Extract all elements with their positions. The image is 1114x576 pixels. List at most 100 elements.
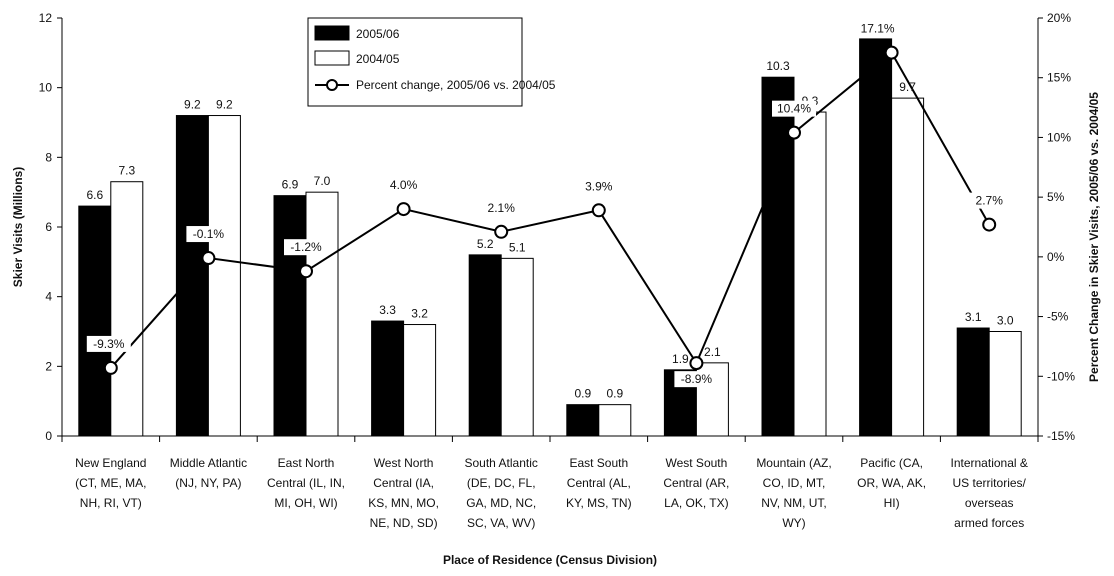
percent-label-bg xyxy=(381,177,426,194)
legend-label-2005-06: 2005/06 xyxy=(356,27,400,41)
percent-change-marker xyxy=(591,203,606,218)
percent-change-marker xyxy=(884,45,899,60)
bar-label-2004-05: 5.1 xyxy=(509,240,526,254)
bar-2004-05 xyxy=(110,181,144,437)
x-category-label: West South xyxy=(665,456,727,470)
bar-label-2005-06: 10.3 xyxy=(766,59,790,73)
bar-2005-06 xyxy=(956,327,990,437)
y-axis-title: Skier Visits (Millions) xyxy=(11,167,25,287)
bar-label-2005-06: 9.2 xyxy=(184,98,201,112)
x-category-label: NH, RI, VT) xyxy=(80,496,142,510)
bar-2004-05 xyxy=(793,111,827,437)
percent-change-label: 17.1% xyxy=(861,22,895,36)
y-tick-label: 0 xyxy=(45,429,52,443)
x-category-label: Central (IA, xyxy=(373,476,434,490)
percent-change-marker xyxy=(201,251,216,266)
x-category-label: GA, MD, NC, xyxy=(466,496,536,510)
x-category-label: South Atlantic xyxy=(465,456,538,470)
percent-change-label: -0.1% xyxy=(193,227,225,241)
bar-label-2005-06: 3.1 xyxy=(965,310,982,324)
legend-label-percent-change: Percent change, 2005/06 vs. 2004/05 xyxy=(356,78,556,92)
x-category-label: WY) xyxy=(782,516,805,530)
y-tick-label: 6 xyxy=(45,220,52,234)
legend-swatch-2005-06 xyxy=(314,25,350,41)
bar-label-2004-05: 9.7 xyxy=(899,80,916,94)
x-axis-title: Place of Residence (Census Division) xyxy=(443,553,657,567)
percent-change-label: 10.4% xyxy=(777,102,811,116)
y2-tick-label: 20% xyxy=(1047,11,1071,25)
y-tick-label: 8 xyxy=(45,150,52,164)
bar-2005-06 xyxy=(273,195,307,437)
x-category-label: (CT, ME, MA, xyxy=(75,476,146,490)
y-tick-label: 2 xyxy=(45,359,52,373)
bar-2004-05 xyxy=(305,191,339,437)
x-category-label: Pacific (CA, xyxy=(860,456,923,470)
legend-swatch-2004-05 xyxy=(314,50,350,66)
percent-change-marker xyxy=(689,356,704,371)
bar-2004-05 xyxy=(500,257,534,437)
x-category-label: (DE, DC, FL, xyxy=(467,476,536,490)
percent-label-bg xyxy=(186,226,231,243)
percent-change-label: -8.9% xyxy=(681,372,713,386)
y2-tick-label: 0% xyxy=(1047,250,1065,264)
percent-change-label: -1.2% xyxy=(290,240,322,254)
percent-change-marker xyxy=(787,125,801,140)
bar-2005-06 xyxy=(468,254,502,437)
bar-2005-06 xyxy=(859,38,893,437)
x-category-label: Central (AL, xyxy=(567,476,631,490)
x-category-label: armed forces xyxy=(954,516,1024,530)
bar-label-2005-06: 3.3 xyxy=(379,303,396,317)
percent-label-bg xyxy=(479,199,524,216)
x-category-label: CO, ID, MT, xyxy=(763,476,826,490)
x-category-label: International & xyxy=(951,456,1028,470)
percent-change-label: -9.3% xyxy=(93,337,125,351)
bar-label-2005-06: 1.9 xyxy=(672,352,689,366)
y2-tick-label: -15% xyxy=(1047,429,1075,443)
bar-2004-05 xyxy=(988,331,1022,437)
y2-tick-label: 5% xyxy=(1047,190,1065,204)
bar-2005-06 xyxy=(371,320,405,437)
x-category-label: Central (AR, xyxy=(663,476,729,490)
y-tick-label: 12 xyxy=(39,11,53,25)
legend-label-2004-05: 2004/05 xyxy=(356,52,400,66)
percent-label-bg xyxy=(576,178,621,195)
x-category-label: West North xyxy=(374,456,434,470)
y-tick-label: 10 xyxy=(39,81,53,95)
percent-change-marker xyxy=(494,224,509,239)
x-category-label: NV, NM, UT, xyxy=(761,496,827,510)
x-category-label: LA, OK, TX) xyxy=(664,496,728,510)
percent-label-bg xyxy=(855,20,900,37)
x-category-label: overseas xyxy=(965,496,1014,510)
x-category-label: NE, ND, SD) xyxy=(370,516,438,530)
percent-change-marker xyxy=(396,202,411,217)
y2-tick-label: -5% xyxy=(1047,310,1069,324)
x-category-label: East North xyxy=(278,456,335,470)
percent-change-marker xyxy=(103,360,118,375)
bar-label-2005-06: 0.9 xyxy=(574,387,591,401)
percent-change-label: 2.1% xyxy=(488,201,516,215)
x-category-label: SC, VA, WV) xyxy=(467,516,535,530)
y2-axis-title: Percent Change in Skier Visits, 2005/06 … xyxy=(1087,92,1101,382)
x-category-label: KS, MN, MO, xyxy=(368,496,439,510)
bar-2004-05 xyxy=(403,324,437,437)
percent-label-bg xyxy=(86,335,131,352)
x-category-label: (NJ, NY, PA) xyxy=(175,476,241,490)
bar-2005-06 xyxy=(78,205,112,437)
x-category-label: Middle Atlantic xyxy=(170,456,247,470)
percent-label-bg xyxy=(674,371,719,388)
y-tick-label: 4 xyxy=(45,290,52,304)
percent-label-bg xyxy=(772,100,816,117)
x-category-label: HI) xyxy=(884,496,900,510)
x-category-label: Mountain (AZ, xyxy=(756,456,831,470)
x-category-label: Central (IL, IN, xyxy=(267,476,345,490)
bar-label-2004-05: 7.3 xyxy=(118,164,135,178)
bar-label-2004-05: 2.1 xyxy=(704,345,721,359)
y2-tick-label: 15% xyxy=(1047,71,1071,85)
y2-tick-label: -10% xyxy=(1047,369,1075,383)
percent-change-label: 2.7% xyxy=(976,194,1004,208)
x-category-label: US territories/ xyxy=(953,476,1027,490)
x-category-label: New England xyxy=(75,456,146,470)
bar-2004-05 xyxy=(891,97,925,437)
bar-label-2005-06: 6.6 xyxy=(86,188,103,202)
bar-label-2004-05: 3.2 xyxy=(411,307,428,321)
